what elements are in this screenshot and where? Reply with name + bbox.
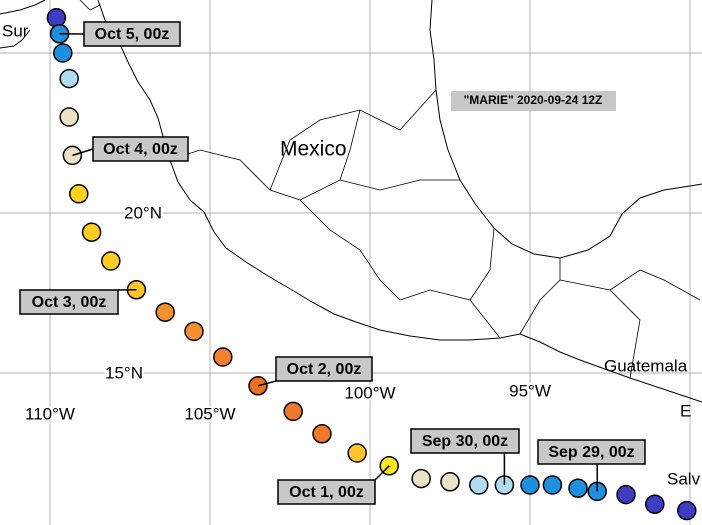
baja-coast [0,0,46,49]
leader-line [257,380,277,387]
label-box [92,136,189,162]
track-point [520,475,540,495]
track-point [59,107,79,127]
time-label: Sep 29, 00z [548,444,634,461]
track-point [46,8,67,28]
label-box [277,479,376,505]
track-point [616,484,636,505]
track-point [101,251,121,271]
states [169,89,701,379]
time-label: Oct 2, 00z [287,361,362,378]
place-label: E [680,401,691,420]
place-label: Salv [667,469,701,488]
lon-label: 105°W [184,404,235,423]
pacific-coast [97,0,702,403]
lon-label: 100°W [344,383,395,402]
leader-line [72,148,94,157]
time-label: Oct 3, 00z [32,294,107,311]
label-box [83,21,181,47]
title-box: "MARIE" 2020-09-24 12Z [451,91,616,111]
title-background [451,91,616,111]
track [46,8,697,521]
label-box [275,356,373,382]
label-box [410,428,520,454]
place-label: Guatemala [604,356,688,375]
lon-label: 95°W [509,381,551,400]
time-label: Oct 4, 00z [103,141,178,158]
track-point [184,321,204,342]
time-label: Sep 30, 00z [422,433,508,450]
track-point [440,472,460,492]
track-point [312,424,332,444]
track-point [677,500,697,521]
lon-label: 110°W [25,404,75,423]
track-point [645,494,665,514]
coastlines [0,0,702,403]
track-point [213,347,233,367]
label-box [537,439,646,465]
track-point [59,68,79,89]
lat-label: 20°N [124,203,162,222]
track-point [69,184,89,204]
leader-line [374,465,390,481]
title: "MARIE" 2020-09-24 12Z [464,93,603,107]
labels: Oct 5, 00z Oct 4, 00z Oct 3, 00z Oct 2, 00z… [19,21,646,505]
track-point [469,475,489,495]
place-label: Mexico [280,138,347,161]
lat-label: 15°N [105,363,143,382]
track-point [542,475,563,495]
track-point [81,222,102,242]
place-label: Sur [2,21,29,40]
track-point [568,478,588,498]
track-point [411,468,431,489]
track-point [155,302,175,322]
track-point [283,401,303,422]
time-label: Oct 1, 00z [289,484,364,501]
track-point [347,443,367,463]
baja-borders [79,0,101,11]
label-box [19,289,119,315]
time-label: Oct 5, 00z [95,26,170,43]
track-point [53,43,73,63]
